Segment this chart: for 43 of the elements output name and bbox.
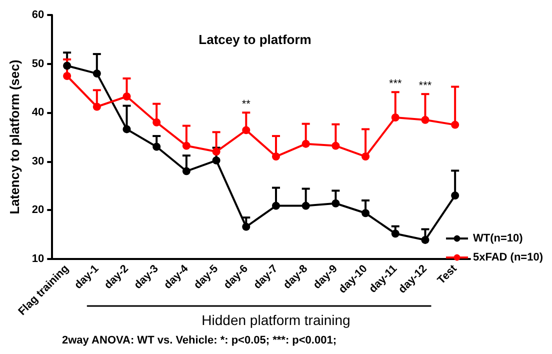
point — [63, 72, 72, 80]
point — [122, 92, 131, 100]
point — [421, 236, 430, 244]
y-tick-label: 30 — [32, 155, 44, 168]
point — [302, 140, 310, 148]
legend-label: WT(n=10) — [473, 232, 524, 244]
point — [272, 202, 280, 210]
y-tick-label: 40 — [32, 106, 44, 119]
point — [182, 167, 190, 176]
point — [63, 62, 72, 70]
point — [302, 202, 310, 210]
point — [332, 199, 340, 208]
annotation: ** — [242, 98, 252, 111]
point — [391, 230, 400, 238]
x-tick-label: Test — [435, 262, 460, 287]
point — [92, 102, 101, 111]
y-tick-label: 10 — [32, 253, 44, 265]
y-tick-label: 20 — [32, 204, 44, 216]
y-axis-title: Latency to platform (sec) — [7, 60, 22, 214]
point — [451, 192, 460, 200]
point — [332, 142, 340, 150]
point — [152, 142, 161, 151]
point — [362, 209, 370, 218]
legend-label: 5xFAD (n=10) — [473, 252, 544, 264]
point — [272, 152, 280, 161]
point — [242, 126, 250, 134]
text: Latcey to platform — [198, 32, 312, 47]
x-axis-title: Hidden platform training — [202, 312, 350, 328]
point — [212, 156, 220, 164]
point — [421, 116, 430, 124]
point — [122, 125, 131, 134]
point — [152, 118, 161, 126]
annotation: *** — [418, 80, 432, 92]
point — [451, 120, 460, 129]
point — [391, 113, 400, 122]
y-tick-label: 50 — [32, 58, 44, 70]
point — [362, 152, 370, 161]
point — [182, 142, 190, 150]
point — [92, 70, 101, 78]
text: 2way ANOVA: WT vs. Vehicle: *: p<0.05; ***: p<0.001; — [62, 334, 336, 346]
point — [242, 222, 250, 231]
y-tick-label: 60 — [32, 9, 44, 21]
annotation: *** — [388, 78, 403, 90]
